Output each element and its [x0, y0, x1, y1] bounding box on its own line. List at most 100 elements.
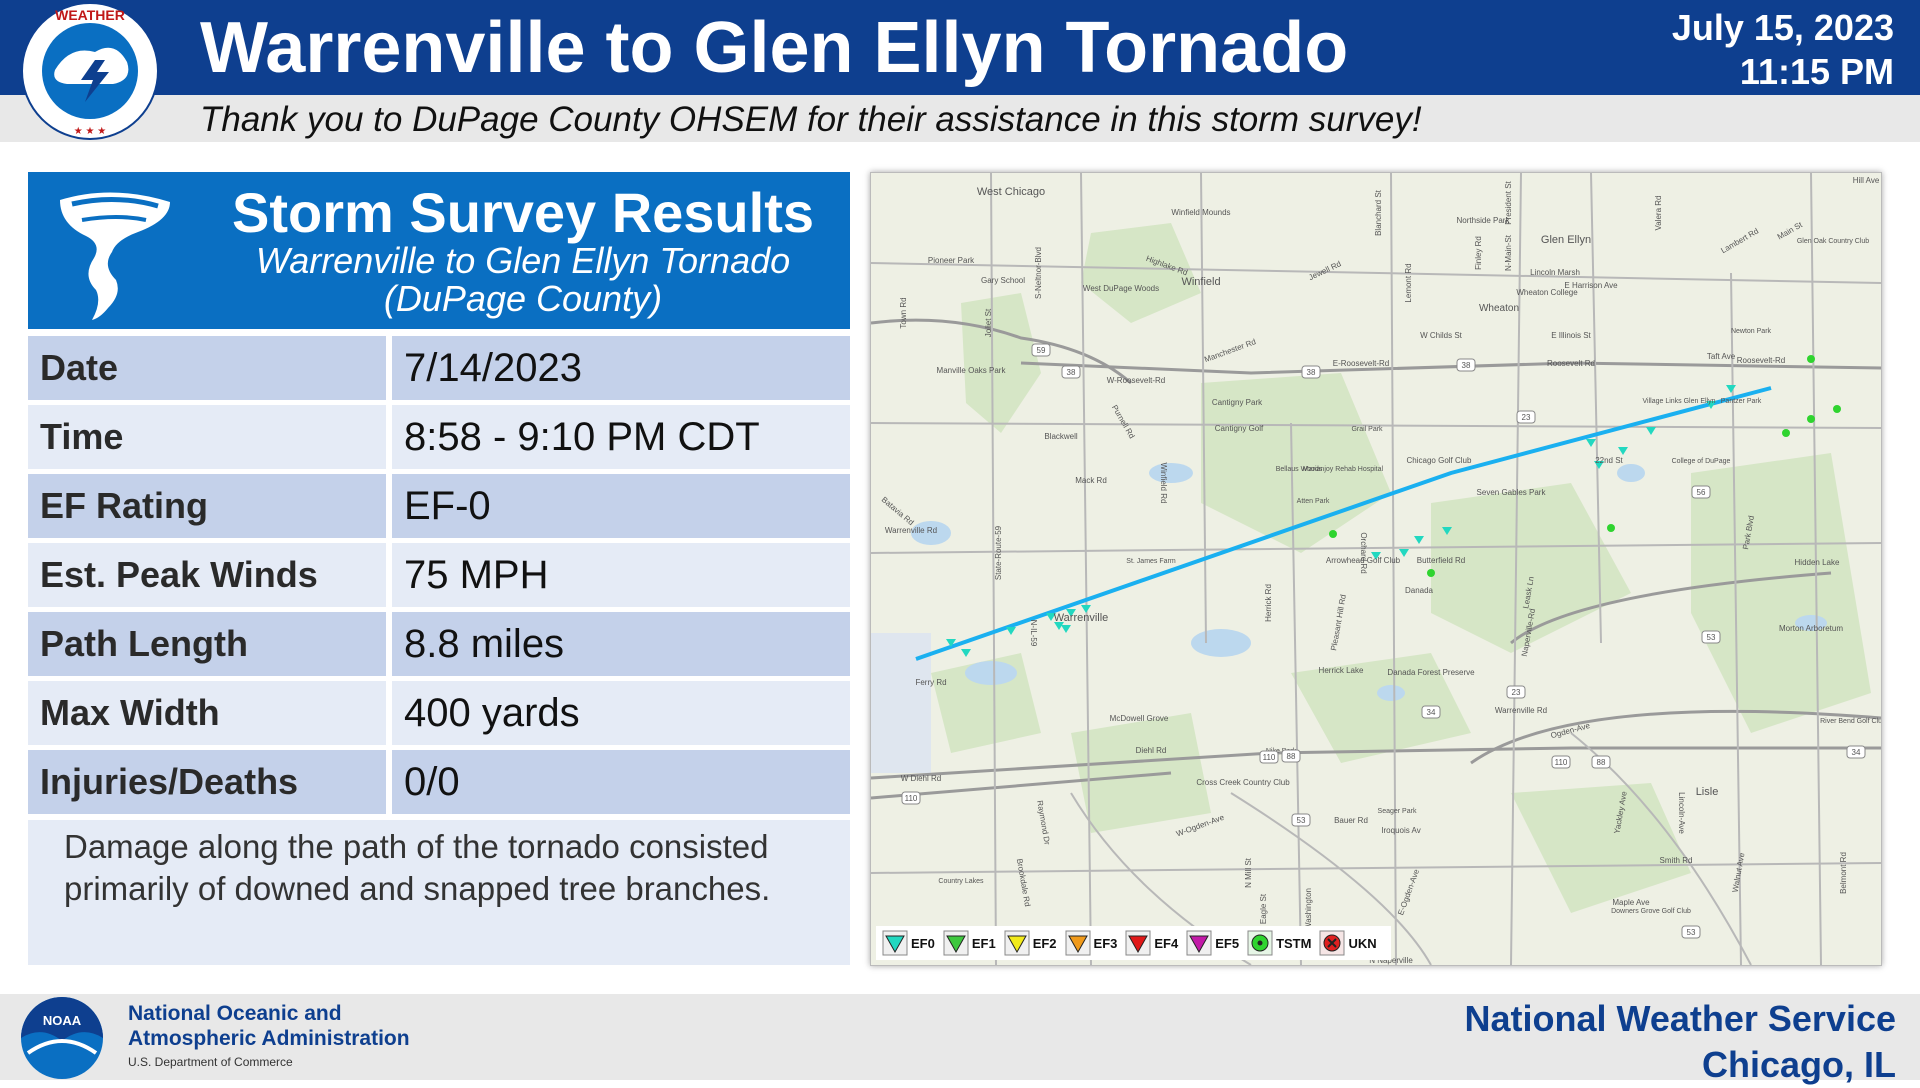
route-shield: 88	[1591, 755, 1611, 769]
ef0-damage-marker[interactable]	[1726, 385, 1736, 393]
road-label: Bauer Rd	[1334, 816, 1368, 825]
damage-description-box: Damage along the path of the tornado con…	[28, 820, 850, 965]
legend-label: EF4	[1154, 935, 1179, 951]
header-bar	[0, 0, 1920, 95]
place-label: Manville Oaks Park	[937, 366, 1007, 375]
tstm-damage-marker[interactable]	[1782, 429, 1790, 437]
svg-text:53: 53	[1707, 633, 1716, 642]
road-label: Warrenville Rd	[885, 526, 937, 535]
ef0-damage-marker[interactable]	[1706, 401, 1716, 409]
route-shield: 88	[1281, 749, 1301, 763]
tstm-damage-marker[interactable]	[1807, 415, 1815, 423]
place-label: College of DuPage	[1672, 458, 1731, 465]
svg-text:WEATHER: WEATHER	[55, 7, 125, 23]
route-shield: 53	[1701, 630, 1721, 644]
ef0-damage-marker[interactable]	[1081, 605, 1091, 613]
triangle-legend-icon	[1065, 930, 1091, 956]
road-label: Diehl Rd	[1136, 746, 1167, 755]
road-label: Town Rd	[899, 297, 908, 328]
svg-text:88: 88	[1597, 758, 1606, 767]
nws-office-name: National Weather Service	[1464, 998, 1896, 1039]
place-label: River Bend Golf Club	[1820, 718, 1881, 725]
ef0-damage-marker[interactable]	[1399, 549, 1409, 557]
tstm-damage-marker[interactable]	[1833, 405, 1841, 413]
ef0-damage-marker[interactable]	[1006, 627, 1016, 635]
place-label: Cross Creek Country Club	[1196, 778, 1290, 787]
ef0-damage-marker[interactable]	[1586, 439, 1596, 447]
road-label: Herrick Rd	[1264, 584, 1273, 622]
place-label: Warrenville	[1054, 612, 1109, 624]
ef0-damage-marker[interactable]	[946, 639, 956, 647]
place-label: Cantigny Park	[1212, 398, 1263, 407]
place-label: Wheaton	[1479, 303, 1519, 314]
row-injuries-deaths: Injuries/Deaths 0/0	[28, 750, 850, 814]
legend-label: EF3	[1093, 935, 1118, 951]
legend-item-ef5: EF5	[1186, 930, 1239, 956]
ef0-damage-marker[interactable]	[1061, 625, 1071, 633]
issue-datetime: July 15, 2023 11:15 PM	[1672, 6, 1894, 94]
place-label: Glen Oak Country Club	[1797, 238, 1869, 245]
road-label: W Childs St	[1420, 331, 1463, 340]
ef0-damage-marker[interactable]	[1066, 609, 1076, 617]
place-label: McDowell Grove	[1110, 714, 1169, 723]
road-label: N-Main-St	[1504, 234, 1513, 271]
legend-item-ukn: UKN	[1319, 930, 1377, 956]
results-subtitle-line2: (DuPage County)	[383, 278, 663, 319]
route-shield: 34	[1421, 705, 1441, 719]
place-label: Lincoln Marsh	[1530, 268, 1580, 277]
place-label: Blackwell	[1044, 432, 1078, 441]
svg-text:53: 53	[1687, 928, 1696, 937]
tstm-damage-marker[interactable]	[1807, 355, 1815, 363]
ef0-damage-marker[interactable]	[1414, 536, 1424, 544]
route-shield: 34	[1846, 745, 1866, 759]
legend-label: UKN	[1348, 935, 1377, 951]
road-label: Joliet St	[984, 308, 993, 337]
ef0-damage-marker[interactable]	[1046, 613, 1056, 621]
ef0-damage-marker[interactable]	[1594, 461, 1604, 469]
place-label: Morton Arboretum	[1779, 624, 1843, 633]
ef0-damage-marker[interactable]	[1618, 447, 1628, 455]
noaa-department: U.S. Department of Commerce	[128, 1055, 293, 1069]
place-label: Bellaus Woods	[1276, 466, 1323, 473]
row-max-width: Max Width 400 yards	[28, 681, 850, 745]
major-roads	[871, 318, 1881, 800]
map-legend: EF0 EF1 EF2 EF3 EF4 EF5 TSTM UKN	[876, 926, 1391, 960]
row-label: Est. Peak Winds	[28, 543, 386, 607]
tstm-damage-marker[interactable]	[1329, 530, 1337, 538]
route-shield: 38	[1061, 365, 1081, 379]
road-label: Butterfield Rd	[1417, 556, 1465, 565]
svg-text:★ ★ ★: ★ ★ ★	[74, 126, 106, 137]
road-label: Taft Ave	[1707, 352, 1736, 361]
legend-label: TSTM	[1276, 935, 1312, 951]
ef0-damage-marker[interactable]	[961, 649, 971, 657]
tornado-track	[915, 386, 1772, 661]
survey-map[interactable]: West Chicago Winfield Glen Ellyn Wheaton War…	[870, 172, 1882, 966]
svg-text:88: 88	[1287, 752, 1296, 761]
nws-office-location: Chicago, IL	[1701, 1044, 1896, 1085]
place-label: Winfield Mounds	[1171, 208, 1230, 217]
ef0-damage-marker[interactable]	[1371, 552, 1381, 560]
place-label: Hidden Lake	[1795, 558, 1840, 567]
svg-text:NOAA: NOAA	[43, 1013, 82, 1028]
ef0-damage-marker[interactable]	[1054, 622, 1064, 630]
footer-bar	[0, 994, 1920, 1080]
road-label: Valera Rd	[1654, 196, 1663, 231]
map-labels: West Chicago Winfield Glen Ellyn Wheaton War…	[880, 176, 1881, 965]
road-label: S-Neltnor-Blvd	[1034, 247, 1043, 299]
ef0-damage-marker[interactable]	[1442, 527, 1452, 535]
legend-item-ef3: EF3	[1065, 930, 1118, 956]
place-label: Grail Park	[1351, 426, 1383, 433]
ef0-damage-marker[interactable]	[1646, 427, 1656, 435]
route-shield: 110	[901, 791, 921, 805]
subtitle-bar	[0, 95, 1920, 142]
row-value: 0/0	[392, 750, 850, 814]
road-label: E Harrison Ave	[1564, 281, 1618, 290]
row-time: Time 8:58 - 9:10 PM CDT	[28, 405, 850, 469]
road-label: Blanchard St	[1374, 189, 1383, 236]
road-label: Lincoln-Ave	[1677, 792, 1686, 834]
tstm-damage-marker[interactable]	[1427, 569, 1435, 577]
road-label: N-IL-59	[1029, 620, 1038, 647]
svg-text:110: 110	[905, 794, 918, 803]
tstm-damage-marker[interactable]	[1607, 524, 1615, 532]
road-label: 22nd St	[1595, 456, 1623, 465]
